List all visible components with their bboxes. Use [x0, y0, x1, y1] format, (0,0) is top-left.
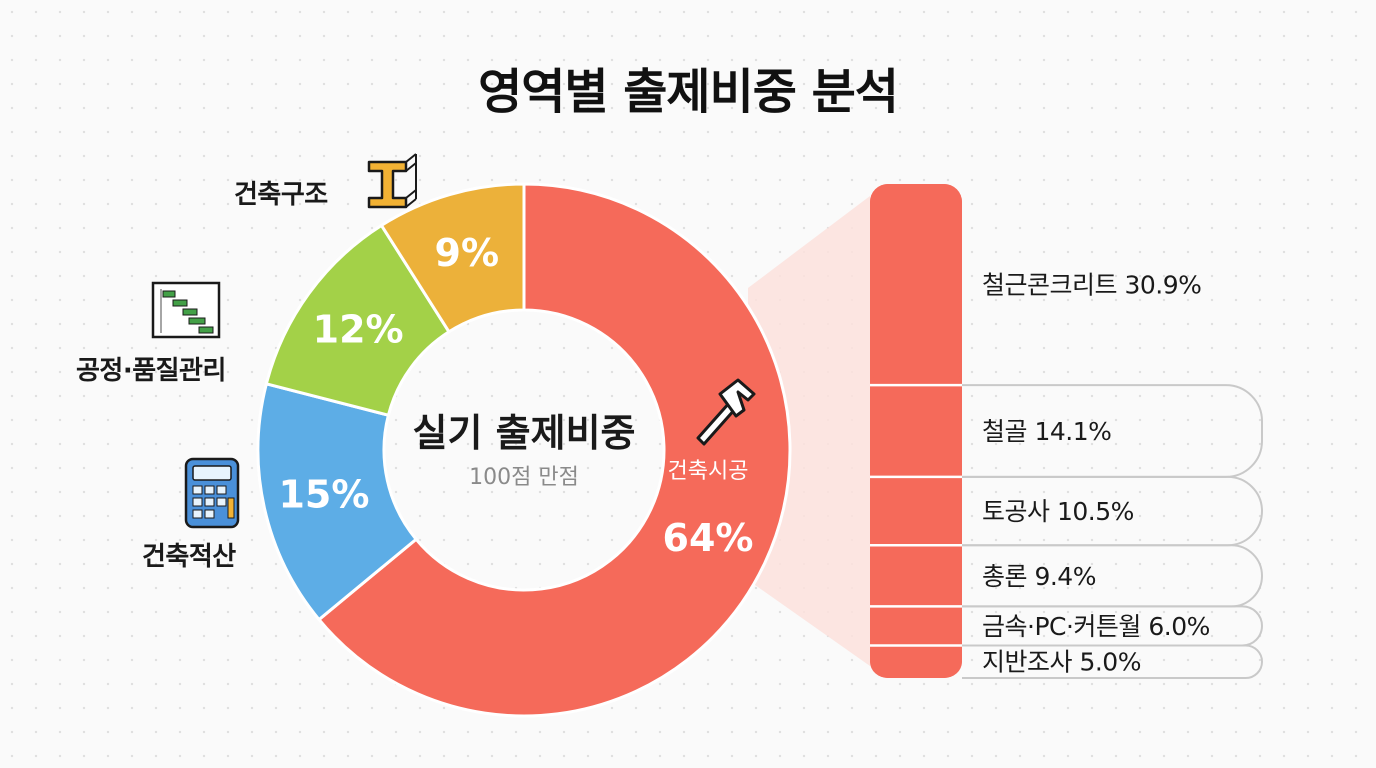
breakdown-bracket — [962, 605, 1264, 647]
breakdown-label: 철근콘크리트 30.9% — [982, 271, 1201, 300]
gantt-chart-icon — [151, 281, 221, 339]
segment-label-construction: 건축시공 — [668, 459, 749, 484]
breakdown-connector — [748, 196, 870, 666]
breakdown-segment — [870, 385, 962, 477]
breakdown-segment — [870, 184, 962, 386]
breakdown-segment — [870, 476, 962, 546]
breakdown-label: 철골 14.1% — [982, 417, 1111, 446]
connector-layer — [748, 196, 870, 666]
segment-label-estimation: 건축적산 — [142, 542, 236, 572]
donut-segment-estimation — [256, 382, 419, 622]
center-title: 실기 출제비중 — [413, 411, 636, 455]
breakdown-label: 금속·PC·커튼월 6.0% — [982, 612, 1210, 641]
icon-layer — [151, 153, 756, 529]
center-subtitle: 100점 만점 — [469, 465, 579, 490]
i-beam-icon — [367, 153, 417, 209]
donut-segment-construction — [316, 182, 792, 718]
segment-label-schedule: 공정·품질관리 — [76, 356, 226, 386]
donut-ring — [256, 182, 792, 718]
breakdown-bar: 철근콘크리트 30.9% 철골 14.1% 토공사 10.5% 총론 9.4% 금속·P… — [870, 184, 1264, 679]
segment-percent-construction: 64% — [663, 516, 754, 560]
breakdown-bracket — [962, 384, 1263, 478]
breakdown-bracket — [962, 544, 1264, 608]
segment-percent-estimation: 15% — [278, 473, 369, 517]
breakdown-bracket — [962, 644, 1264, 679]
segment-percent-schedule: 12% — [313, 308, 404, 352]
segment-label-structure: 건축구조 — [234, 180, 328, 210]
page-title: 영역별 출제비중 분석 — [478, 64, 899, 120]
breakdown-label: 지반조사 5.0% — [982, 648, 1141, 677]
segment-labels: 64% 15% 12% 9% 건축시공 — [278, 231, 753, 560]
calculator-icon — [184, 457, 240, 529]
breakdown-segment — [870, 545, 962, 607]
breakdown-label: 총론 9.4% — [982, 562, 1096, 591]
segment-percent-structure: 9% — [435, 231, 500, 275]
donut-segment-structure — [379, 182, 526, 334]
breakdown-segment — [870, 606, 962, 646]
hammer-icon — [696, 378, 756, 446]
breakdown-label: 토공사 10.5% — [982, 497, 1134, 526]
breakdown-bracket — [962, 475, 1264, 547]
breakdown-segment — [870, 645, 962, 678]
